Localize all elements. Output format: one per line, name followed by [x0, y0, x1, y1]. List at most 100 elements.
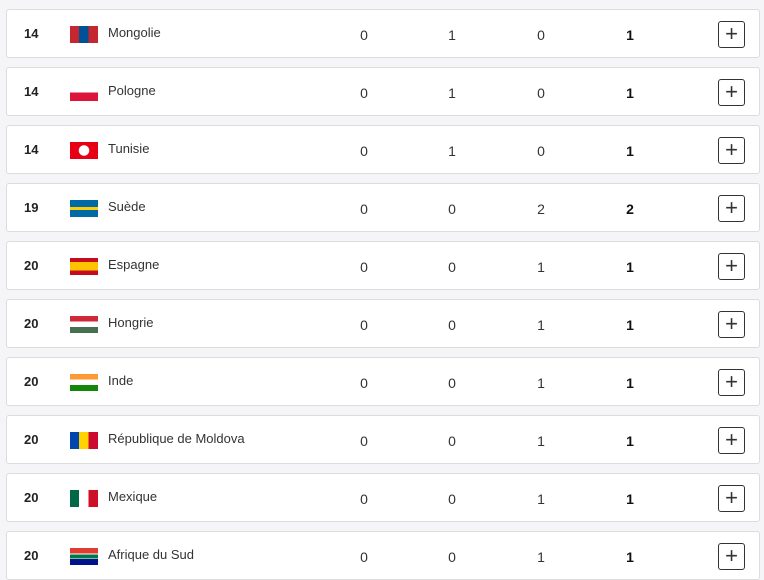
rank: 14: [24, 26, 39, 41]
table-row: 20 Afrique du Sud 0 0 1 1 +: [6, 531, 760, 580]
expand-button[interactable]: +: [718, 485, 745, 512]
gold-count: 0: [360, 375, 368, 391]
rank: 20: [24, 374, 39, 389]
country-name: Pologne: [108, 83, 156, 98]
tunisia-flag-icon: [70, 142, 98, 159]
country-name: Tunisie: [108, 141, 150, 156]
total-count: 1: [626, 317, 634, 333]
spain-flag-icon: [70, 258, 98, 275]
gold-count: 0: [360, 549, 368, 565]
country-name: Mongolie: [108, 25, 161, 40]
bronze-count: 0: [537, 143, 545, 159]
gold-count: 0: [360, 85, 368, 101]
gold-count: 0: [360, 259, 368, 275]
table-row: 14 Pologne 0 1 0 1 +: [6, 67, 760, 116]
sweden-flag-icon: [70, 200, 98, 217]
poland-flag-icon: [70, 84, 98, 101]
bronze-count: 1: [537, 491, 545, 507]
table-row: 20 Mexique 0 0 1 1 +: [6, 473, 760, 522]
expand-button[interactable]: +: [718, 311, 745, 338]
country-name: Afrique du Sud: [108, 547, 195, 562]
table-row: 14 Tunisie 0 1 0 1 +: [6, 125, 760, 174]
total-count: 1: [626, 375, 634, 391]
plus-icon: +: [725, 485, 738, 510]
silver-count: 0: [448, 433, 456, 449]
rank: 19: [24, 200, 39, 215]
plus-icon: +: [725, 427, 738, 452]
expand-button[interactable]: +: [718, 79, 745, 106]
country-name: Suède: [108, 199, 146, 214]
bronze-count: 1: [537, 375, 545, 391]
expand-button[interactable]: +: [718, 427, 745, 454]
total-count: 1: [626, 143, 634, 159]
expand-button[interactable]: +: [718, 253, 745, 280]
rank: 20: [24, 490, 39, 505]
india-flag-icon: [70, 374, 98, 391]
moldova-flag-icon: [70, 432, 98, 449]
bronze-count: 0: [537, 27, 545, 43]
country-name: Mexique: [108, 489, 158, 504]
total-count: 1: [626, 259, 634, 275]
plus-icon: +: [725, 137, 738, 162]
gold-count: 0: [360, 27, 368, 43]
country-name: République de Moldova: [108, 431, 245, 446]
plus-icon: +: [725, 21, 738, 46]
gold-count: 0: [360, 433, 368, 449]
table-row: 20 République de Moldova 0 0 1 1 +: [6, 415, 760, 464]
silver-count: 1: [448, 27, 456, 43]
silver-count: 0: [448, 375, 456, 391]
mexico-flag-icon: [70, 490, 98, 507]
country-name: Inde: [108, 373, 134, 388]
silver-count: 0: [448, 491, 456, 507]
silver-count: 0: [448, 259, 456, 275]
expand-button[interactable]: +: [718, 195, 745, 222]
bronze-count: 1: [537, 549, 545, 565]
plus-icon: +: [725, 543, 738, 568]
total-count: 1: [626, 549, 634, 565]
table-row: 14 Mongolie 0 1 0 1 +: [6, 9, 760, 58]
mongolia-flag-icon: [70, 26, 98, 43]
country-name: Espagne: [108, 257, 160, 272]
plus-icon: +: [725, 369, 738, 394]
total-count: 1: [626, 433, 634, 449]
gold-count: 0: [360, 317, 368, 333]
rank: 20: [24, 548, 39, 563]
silver-count: 1: [448, 143, 456, 159]
plus-icon: +: [725, 79, 738, 104]
expand-button[interactable]: +: [718, 369, 745, 396]
rank: 14: [24, 142, 39, 157]
silver-count: 0: [448, 549, 456, 565]
rank: 20: [24, 316, 39, 331]
expand-button[interactable]: +: [718, 21, 745, 48]
plus-icon: +: [725, 195, 738, 220]
bronze-count: 1: [537, 433, 545, 449]
hungary-flag-icon: [70, 316, 98, 333]
total-count: 2: [626, 201, 634, 217]
total-count: 1: [626, 85, 634, 101]
bronze-count: 0: [537, 85, 545, 101]
rank: 14: [24, 84, 39, 99]
bronze-count: 1: [537, 259, 545, 275]
south-africa-flag-icon: [70, 548, 98, 565]
plus-icon: +: [725, 311, 738, 336]
table-row: 20 Espagne 0 0 1 1 +: [6, 241, 760, 290]
bronze-count: 1: [537, 317, 545, 333]
expand-button[interactable]: +: [718, 137, 745, 164]
silver-count: 0: [448, 201, 456, 217]
plus-icon: +: [725, 253, 738, 278]
silver-count: 0: [448, 317, 456, 333]
gold-count: 0: [360, 143, 368, 159]
country-name: Hongrie: [108, 315, 154, 330]
bronze-count: 2: [537, 201, 545, 217]
gold-count: 0: [360, 491, 368, 507]
total-count: 1: [626, 27, 634, 43]
table-row: 20 Inde 0 0 1 1 +: [6, 357, 760, 406]
rank: 20: [24, 432, 39, 447]
rank: 20: [24, 258, 39, 273]
gold-count: 0: [360, 201, 368, 217]
table-row: 19 Suède 0 0 2 2 +: [6, 183, 760, 232]
total-count: 1: [626, 491, 634, 507]
expand-button[interactable]: +: [718, 543, 745, 570]
silver-count: 1: [448, 85, 456, 101]
table-row: 20 Hongrie 0 0 1 1 +: [6, 299, 760, 348]
